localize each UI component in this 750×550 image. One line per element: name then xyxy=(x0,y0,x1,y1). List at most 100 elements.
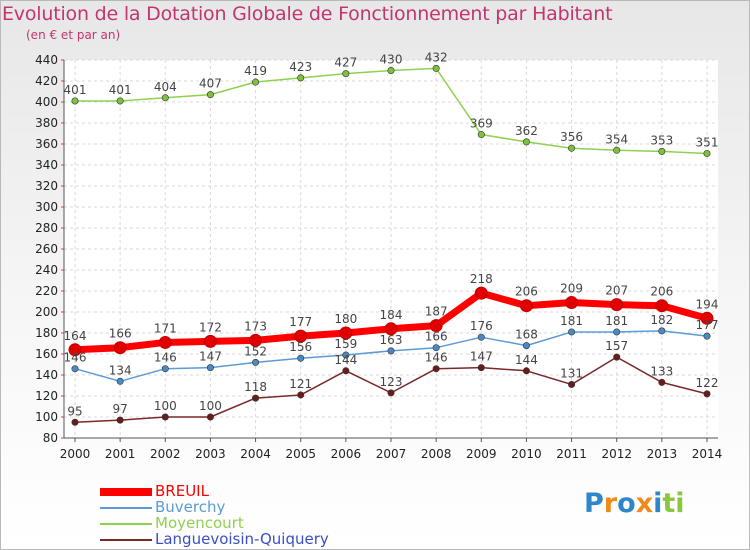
data-point xyxy=(158,335,172,349)
y-tick-label: 420 xyxy=(35,74,58,88)
legend-label: Moyencourt xyxy=(155,514,244,532)
data-point xyxy=(161,94,169,102)
x-tick-label: 2003 xyxy=(195,447,226,461)
data-label: 163 xyxy=(380,333,403,347)
data-label: 430 xyxy=(380,53,403,67)
data-point xyxy=(297,354,305,362)
data-label: 419 xyxy=(244,64,267,78)
legend-swatch xyxy=(100,488,152,496)
data-label: 407 xyxy=(199,77,222,91)
data-label: 181 xyxy=(605,314,628,328)
proxiti-logo: Proxiti xyxy=(584,488,685,519)
y-tick-label: 340 xyxy=(35,158,58,172)
x-tick-label: 2010 xyxy=(511,447,542,461)
data-label: 182 xyxy=(650,313,673,327)
data-point xyxy=(432,64,440,72)
y-tick-label: 360 xyxy=(35,137,58,151)
y-tick-label: 220 xyxy=(35,284,58,298)
data-point xyxy=(113,341,127,355)
data-label: 123 xyxy=(380,375,403,389)
y-tick-label: 400 xyxy=(35,95,58,109)
data-point xyxy=(294,329,308,343)
data-point xyxy=(252,394,260,402)
data-point xyxy=(387,389,395,397)
legend-swatch xyxy=(100,507,152,509)
x-tick-label: 2012 xyxy=(601,447,632,461)
data-label: 353 xyxy=(650,133,673,147)
x-tick-label: 2002 xyxy=(150,447,181,461)
y-tick-label: 300 xyxy=(35,200,58,214)
data-label: 118 xyxy=(244,380,267,394)
data-label: 184 xyxy=(380,308,403,322)
y-tick-label: 380 xyxy=(35,116,58,130)
data-point xyxy=(68,343,82,357)
data-point xyxy=(519,299,533,313)
x-tick-label: 2008 xyxy=(421,447,452,461)
y-tick-label: 80 xyxy=(43,431,58,445)
data-label: 176 xyxy=(470,319,493,333)
legend-label: Languevoisin-Quiquery xyxy=(155,530,329,548)
data-point xyxy=(206,413,214,421)
data-label: 209 xyxy=(560,282,583,296)
data-label: 206 xyxy=(650,285,673,299)
data-label: 121 xyxy=(289,377,312,391)
legend-swatch xyxy=(100,539,152,541)
data-point xyxy=(703,149,711,157)
data-point xyxy=(703,390,711,398)
x-tick-label: 2009 xyxy=(466,447,497,461)
data-label: 100 xyxy=(154,399,177,413)
data-label: 351 xyxy=(696,135,719,149)
data-point xyxy=(161,413,169,421)
data-point xyxy=(613,146,621,154)
data-point xyxy=(568,144,576,152)
data-label: 168 xyxy=(515,328,538,342)
data-label: 95 xyxy=(67,404,82,418)
data-point xyxy=(565,296,579,310)
data-label: 172 xyxy=(199,320,222,334)
data-point xyxy=(658,147,666,155)
data-label: 180 xyxy=(334,312,357,326)
data-label: 166 xyxy=(425,330,448,344)
data-point xyxy=(342,351,350,359)
data-point xyxy=(522,367,530,375)
x-tick-label: 2014 xyxy=(692,447,723,461)
data-label: 356 xyxy=(560,130,583,144)
data-point xyxy=(432,344,440,352)
data-point xyxy=(161,365,169,373)
data-point xyxy=(522,138,530,146)
data-point xyxy=(429,319,443,333)
data-point xyxy=(655,299,669,313)
chart-title: Evolution de la Dotation Globale de Fonc… xyxy=(2,3,613,25)
data-point xyxy=(477,364,485,372)
data-label: 131 xyxy=(560,366,583,380)
data-label: 146 xyxy=(154,351,177,365)
data-label: 157 xyxy=(605,339,628,353)
y-tick-label: 200 xyxy=(35,305,58,319)
data-point xyxy=(568,328,576,336)
data-label: 146 xyxy=(425,351,448,365)
data-point xyxy=(342,70,350,78)
data-label: 147 xyxy=(470,350,493,364)
data-label: 181 xyxy=(560,314,583,328)
y-tick-label: 440 xyxy=(35,53,58,67)
data-point xyxy=(658,378,666,386)
data-label: 159 xyxy=(334,337,357,351)
data-label: 97 xyxy=(113,402,128,416)
data-label: 164 xyxy=(64,329,87,343)
data-point xyxy=(613,353,621,361)
data-point xyxy=(339,326,353,340)
data-point xyxy=(71,418,79,426)
data-label: 171 xyxy=(154,321,177,335)
data-label: 423 xyxy=(289,60,312,74)
y-tick-label: 100 xyxy=(35,410,58,424)
line-chart: 80 100 120 140 160 180 200 220 240 260 280 300 320 34… xyxy=(35,50,723,461)
data-point xyxy=(387,67,395,75)
data-point xyxy=(387,347,395,355)
data-point xyxy=(342,367,350,375)
x-tick-label: 2000 xyxy=(60,447,91,461)
x-tick-label: 2006 xyxy=(331,447,362,461)
x-tick-label: 2005 xyxy=(285,447,316,461)
data-label: 152 xyxy=(244,344,267,358)
data-point xyxy=(432,365,440,373)
data-point xyxy=(613,328,621,336)
